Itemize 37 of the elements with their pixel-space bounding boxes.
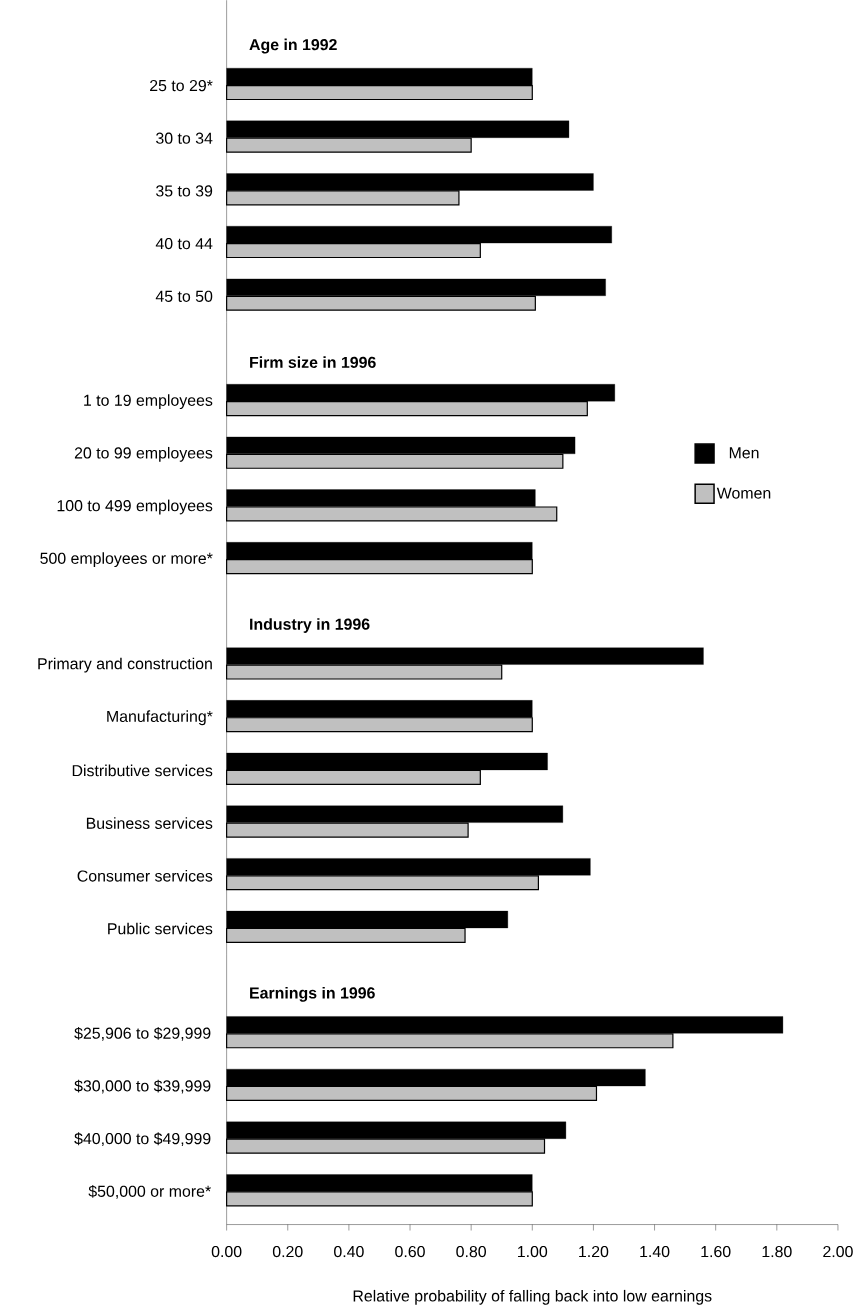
y-tick-label: 1 to 19 employees: [84, 394, 213, 410]
y-tick-label: Distributive services: [72, 764, 213, 777]
x-tick-label: 0.60: [395, 1245, 425, 1258]
x-tick-label: 0.80: [456, 1245, 487, 1258]
chart-title: Earnings in 1996: [250, 986, 375, 1002]
y-tick-label: 30 to 34: [156, 132, 213, 144]
x-tick-label: 1.40: [640, 1245, 670, 1258]
y-tick-label: $40,000 to $49,999: [74, 1132, 211, 1147]
chart-title: Age in 1992: [249, 38, 337, 54]
y-tick-label: 25 to 29*: [150, 79, 213, 92]
x-tick-label: 0.40: [334, 1245, 364, 1258]
y-tick-label: Primary and construction: [38, 657, 212, 673]
x-tick-label: 1.00: [518, 1245, 548, 1258]
y-tick-label: 35 to 39: [156, 185, 213, 197]
y-tick-label: 40 to 44: [155, 237, 213, 250]
x-tick-label: 0.00: [211, 1245, 242, 1258]
chart-title: Firm size in 1996: [250, 356, 376, 368]
y-tick-label: $25,906 to $29,999: [74, 1026, 211, 1041]
x-tick-label: 1.60: [701, 1245, 731, 1258]
y-tick-label: 100 to 499 employees: [57, 499, 213, 515]
y-tick-label: Business services: [87, 817, 213, 829]
y-tick-label: Consumer services: [77, 869, 213, 882]
chart-title: Industry in 1996: [250, 618, 370, 633]
y-tick-label: 45 to 50: [155, 290, 213, 302]
x-tick-label: 1.80: [762, 1245, 792, 1258]
y-tick-label: $30,000 to $39,999: [74, 1079, 211, 1094]
x-tick-label: 0.20: [273, 1245, 303, 1258]
y-tick-label: 500 employees or more*: [40, 552, 213, 568]
y-tick-label: 20 to 99 employees: [74, 446, 213, 462]
y-tick-label: Public services: [108, 922, 213, 935]
x-tick-label: 1.20: [579, 1245, 609, 1258]
x-axis-title: Relative probability of falling back into low earnings: [353, 1289, 712, 1305]
legend-label: Women: [716, 487, 771, 499]
legend-label: Men: [729, 447, 759, 459]
y-tick-label: $50,000 or more*: [88, 1184, 211, 1199]
x-tick-label: 2.00: [823, 1245, 853, 1258]
y-tick-label: Manufacturing*: [107, 710, 213, 726]
